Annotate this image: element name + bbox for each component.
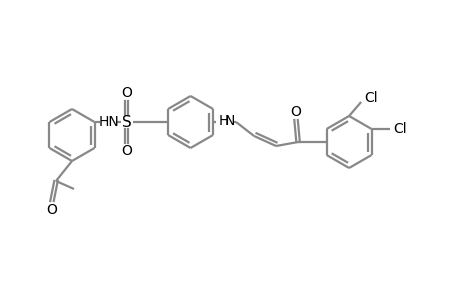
Text: Cl: Cl [392, 122, 406, 136]
Text: H: H [218, 114, 229, 128]
Text: O: O [121, 86, 132, 100]
Text: O: O [290, 105, 301, 119]
Text: HN: HN [98, 115, 118, 129]
Text: O: O [46, 203, 57, 217]
Text: Cl: Cl [364, 91, 377, 105]
Text: N: N [224, 114, 235, 128]
Text: S: S [121, 115, 131, 130]
Text: O: O [121, 144, 132, 158]
